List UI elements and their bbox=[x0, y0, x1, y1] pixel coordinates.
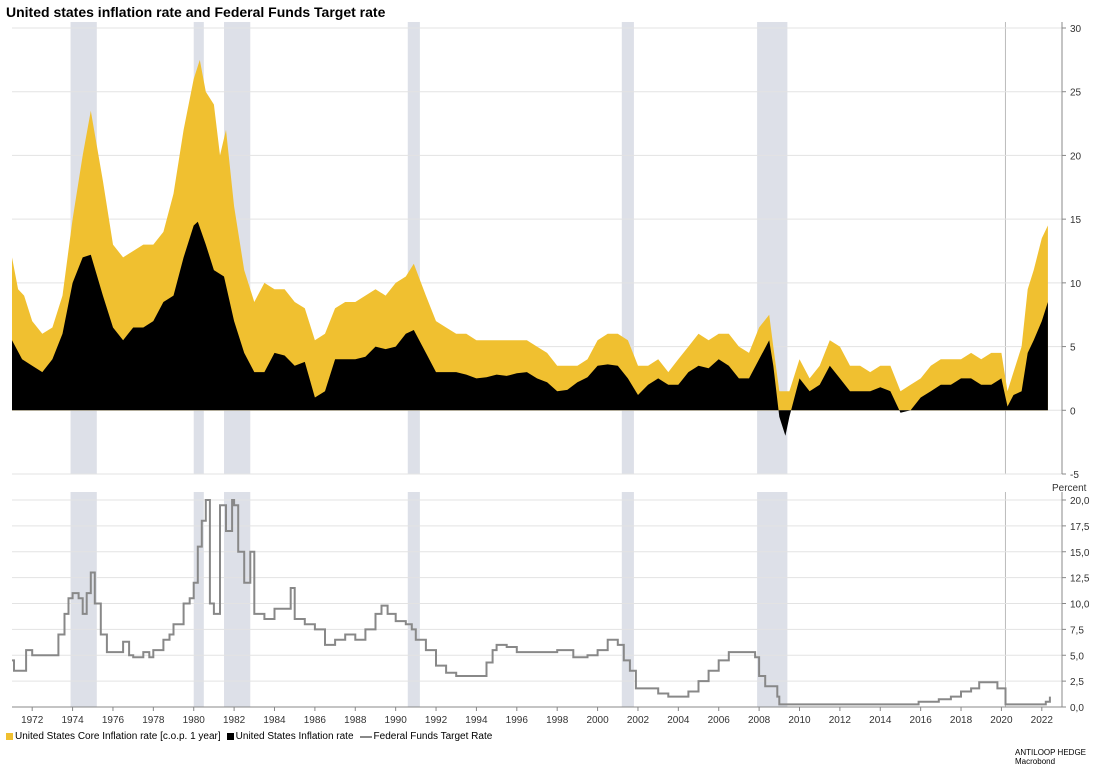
x-tick-label: 2022 bbox=[1031, 715, 1054, 726]
x-tick-label: 1978 bbox=[142, 715, 165, 726]
x-tick-label: 1996 bbox=[506, 715, 529, 726]
y-tick-label-top: 25 bbox=[1070, 88, 1082, 99]
x-tick-label: 1972 bbox=[21, 715, 44, 726]
x-tick-label: 2020 bbox=[990, 715, 1013, 726]
y-tick-label-top: 0 bbox=[1070, 406, 1076, 417]
y-tick-label-bottom: 15,0 bbox=[1070, 548, 1090, 559]
y-tick-label-bottom: 0,0 bbox=[1070, 703, 1084, 714]
legend-label-headline: United States Inflation rate bbox=[235, 731, 354, 742]
x-tick-label: 2008 bbox=[748, 715, 771, 726]
series-line-fed-funds bbox=[12, 499, 1051, 706]
legend-label-core: United States Core Inflation rate [c.o.p… bbox=[15, 731, 221, 742]
y-tick-label-bottom: 2,5 bbox=[1070, 677, 1084, 688]
recession-band-bottom-1 bbox=[193, 492, 204, 707]
y-tick-label-top: 30 bbox=[1070, 24, 1082, 35]
x-tick-label: 2000 bbox=[586, 715, 609, 726]
chart-title: United states inflation rate and Federal… bbox=[6, 4, 386, 20]
x-tick-label: 2016 bbox=[910, 715, 933, 726]
x-tick-label: 2004 bbox=[667, 715, 690, 726]
recession-band-bottom-5 bbox=[757, 492, 788, 707]
x-tick-label: 1988 bbox=[344, 715, 367, 726]
series-layer bbox=[12, 59, 1051, 706]
x-tick-label: 1994 bbox=[465, 715, 488, 726]
x-tick-label: 1990 bbox=[385, 715, 408, 726]
y-tick-label-bottom: 5,0 bbox=[1070, 651, 1084, 662]
legend: United States Core Inflation rate [c.o.p… bbox=[6, 731, 492, 742]
x-tick-label: 2002 bbox=[627, 715, 650, 726]
legend-swatch-core bbox=[6, 733, 13, 740]
y-tick-label-bottom: 12,5 bbox=[1070, 574, 1090, 585]
x-tick-label: 1986 bbox=[304, 715, 327, 726]
x-tick-label: 1992 bbox=[425, 715, 448, 726]
y-tick-label-bottom: 7,5 bbox=[1070, 625, 1084, 636]
source-line-1: ANTILOOP HEDGE bbox=[1015, 748, 1086, 757]
series-area-core-inflation bbox=[12, 59, 1048, 411]
recession-band-bottom-2 bbox=[224, 492, 251, 707]
x-tick-label: 2014 bbox=[869, 715, 892, 726]
x-tick-label: 2010 bbox=[788, 715, 811, 726]
x-tick-label: 1980 bbox=[183, 715, 206, 726]
x-tick-label: 2018 bbox=[950, 715, 973, 726]
y-tick-label-top: -5 bbox=[1070, 470, 1079, 481]
y-tick-label-bottom: 17,5 bbox=[1070, 522, 1090, 533]
x-tick-label: 1984 bbox=[263, 715, 286, 726]
series-area-headline-inflation bbox=[12, 221, 1048, 436]
legend-item-fed: Federal Funds Target Rate bbox=[359, 731, 493, 742]
legend-item-core: United States Core Inflation rate [c.o.p… bbox=[6, 731, 221, 742]
legend-label-fed: Federal Funds Target Rate bbox=[373, 731, 493, 742]
x-tick-label: 1974 bbox=[61, 715, 84, 726]
x-tick-label: 1998 bbox=[546, 715, 569, 726]
x-tick-label: 2012 bbox=[829, 715, 852, 726]
y-tick-label-top: 20 bbox=[1070, 151, 1082, 162]
y-tick-label-bottom: 20,0 bbox=[1070, 496, 1090, 507]
y-tick-label-top: 5 bbox=[1070, 343, 1076, 354]
legend-item-headline: United States Inflation rate bbox=[226, 731, 354, 742]
x-tick-label: 1976 bbox=[102, 715, 125, 726]
y-tick-label-top: 15 bbox=[1070, 215, 1082, 226]
axis-layer: -5 0 5 10 15 20 25 30 0,0 2,5 5,0 7,5 10,0 12,5 15,0 17… bbox=[12, 22, 1090, 726]
recession-band-bottom-4 bbox=[621, 492, 634, 707]
x-tick-label: 2006 bbox=[708, 715, 731, 726]
recession-band-bottom-3 bbox=[407, 492, 420, 707]
y-unit-label-bottom: Percent bbox=[1052, 483, 1087, 494]
legend-swatch-headline bbox=[226, 733, 234, 740]
y-tick-label-bottom: 10,0 bbox=[1070, 600, 1090, 611]
legend-swatch-fed bbox=[359, 735, 372, 738]
source-line-2: Macrobond bbox=[1015, 757, 1056, 766]
source-credit: ANTILOOP HEDGE Macrobond bbox=[1015, 748, 1086, 766]
y-tick-label-top: 10 bbox=[1070, 279, 1082, 290]
x-tick-label: 1982 bbox=[223, 715, 246, 726]
